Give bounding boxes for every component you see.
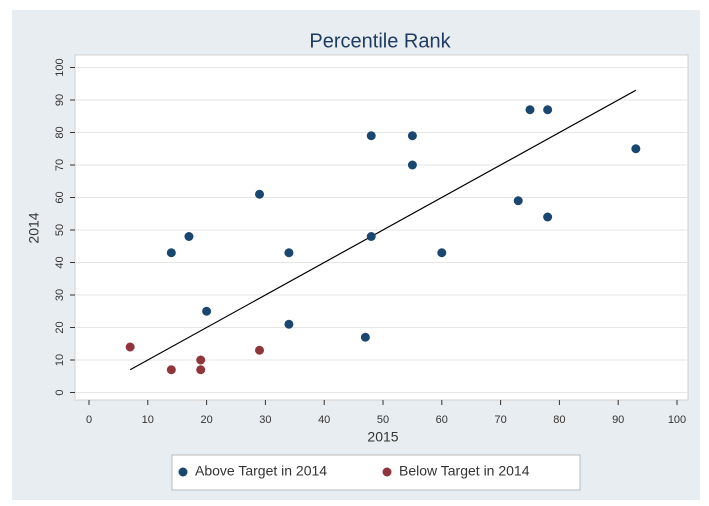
fit-line	[129, 89, 637, 371]
point	[543, 105, 553, 115]
point	[166, 248, 176, 258]
x-tick-label: 10	[142, 414, 154, 426]
x-tick-label: 100	[668, 414, 686, 426]
x-tick-label: 30	[259, 414, 271, 426]
point	[284, 319, 294, 329]
point	[196, 365, 206, 375]
y-tick-label: 90	[54, 94, 66, 106]
point	[366, 232, 376, 241]
y-tick-label: 30	[54, 289, 66, 301]
legend-label: Above Target in 2014	[195, 463, 327, 479]
point	[202, 306, 212, 316]
y-tick-label: 60	[54, 191, 66, 203]
y-tick-label: 40	[54, 256, 66, 268]
y-tick-label: 100	[54, 58, 66, 76]
x-tick-label: 60	[436, 414, 448, 426]
y-tick-label: 20	[54, 321, 66, 333]
x-axis-label: 2015	[367, 429, 398, 445]
point	[543, 212, 553, 222]
legend	[171, 454, 581, 491]
point	[525, 105, 535, 115]
x-tick-label: 50	[377, 414, 389, 426]
point	[196, 355, 206, 365]
x-tick-label: 80	[553, 414, 565, 426]
point	[513, 196, 523, 206]
point	[437, 248, 447, 258]
point	[366, 131, 376, 141]
y-tick-label: 0	[54, 389, 66, 395]
point	[125, 342, 135, 352]
point	[407, 131, 417, 141]
point	[407, 160, 417, 170]
point	[360, 332, 370, 342]
y-tick-label: 70	[54, 159, 66, 171]
point	[255, 345, 265, 355]
legend-label: Below Target in 2014	[399, 463, 530, 479]
y-axis-label: 2014	[26, 212, 42, 243]
legend-marker	[382, 467, 392, 477]
chart-title: Percentile Rank	[309, 30, 451, 52]
x-tick-label: 20	[200, 414, 212, 426]
point	[184, 232, 194, 241]
point	[284, 248, 294, 258]
x-tick-label: 0	[86, 414, 92, 426]
x-tick-label: 90	[612, 414, 624, 426]
x-tick-label: 40	[318, 414, 330, 426]
legend-marker	[178, 467, 188, 477]
point	[631, 144, 641, 154]
y-tick-label: 50	[54, 224, 66, 236]
x-tick-label: 70	[494, 414, 506, 426]
y-tick-label: 80	[54, 126, 66, 138]
y-tick-label: 10	[54, 354, 66, 366]
plot-area	[74, 54, 689, 401]
point	[166, 365, 176, 375]
point	[255, 189, 265, 199]
